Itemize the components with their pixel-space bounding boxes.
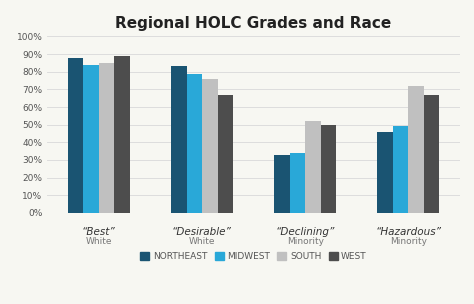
Bar [218, 95, 233, 213]
Text: “Best”: “Best” [82, 227, 116, 237]
Bar [305, 121, 320, 213]
Text: “Desirable”: “Desirable” [172, 227, 232, 237]
Bar [202, 79, 218, 213]
Legend: NORTHEAST, MIDWEST, SOUTH, WEST: NORTHEAST, MIDWEST, SOUTH, WEST [137, 248, 371, 265]
Bar [171, 67, 187, 213]
Bar [393, 126, 408, 213]
Text: White: White [86, 237, 112, 247]
Text: Minority: Minority [390, 237, 427, 247]
Bar [424, 95, 439, 213]
Bar [408, 86, 424, 213]
Bar [274, 155, 290, 213]
Title: Regional HOLC Grades and Race: Regional HOLC Grades and Race [116, 16, 392, 31]
Bar [68, 58, 83, 213]
Bar [290, 153, 305, 213]
Text: Minority: Minority [287, 237, 324, 247]
Text: White: White [189, 237, 215, 247]
Text: “Hazardous”: “Hazardous” [375, 227, 441, 237]
Bar [83, 65, 99, 213]
Bar [99, 63, 114, 213]
Bar [187, 74, 202, 213]
Bar [114, 56, 130, 213]
Bar [377, 132, 393, 213]
Bar [320, 125, 336, 213]
Text: “Declining”: “Declining” [275, 227, 335, 237]
